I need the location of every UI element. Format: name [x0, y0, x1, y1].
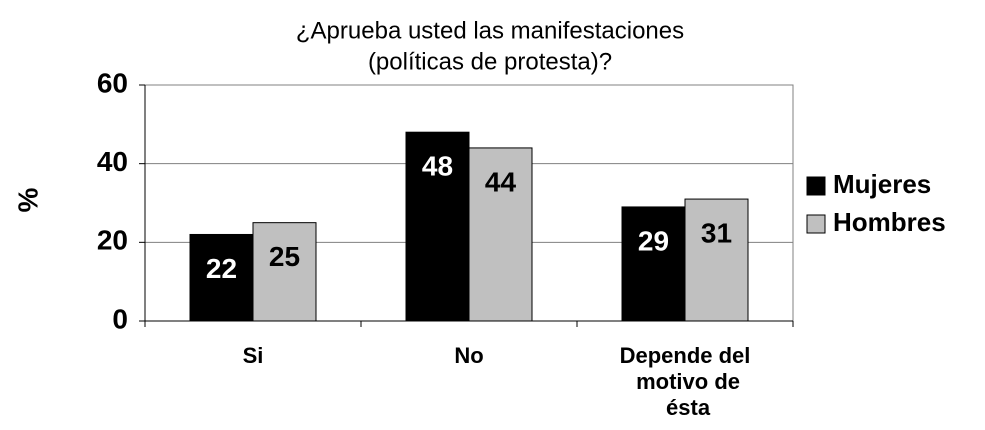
y-tick-label: 60	[97, 67, 128, 98]
legend-label: Hombres	[833, 207, 946, 237]
legend-label: Mujeres	[833, 169, 931, 199]
legend-swatch	[806, 176, 826, 196]
bar	[405, 131, 470, 322]
value-label: 22	[206, 253, 237, 284]
y-tick-label: 40	[97, 146, 128, 177]
x-tick-label: Si	[243, 343, 264, 368]
x-tick-label: Depende del motivo de ésta	[620, 343, 751, 420]
x-tick-label: No	[454, 343, 483, 368]
bar	[684, 198, 749, 322]
value-label: 29	[638, 225, 669, 256]
bar	[252, 222, 317, 322]
value-label: 48	[422, 151, 453, 182]
chart-title: ¿Aprueba usted las manifestaciones	[296, 17, 684, 44]
bar	[621, 206, 686, 322]
value-label: 44	[485, 166, 517, 197]
value-label: 31	[701, 217, 732, 248]
bar	[189, 233, 254, 322]
y-tick-label: 0	[112, 303, 128, 334]
y-tick-label: 20	[97, 225, 128, 256]
y-axis-label: %	[12, 187, 43, 212]
value-label: 25	[269, 241, 300, 272]
bar	[468, 147, 533, 322]
legend-swatch	[806, 214, 826, 234]
chart-title: (políticas de protesta)?	[368, 48, 612, 75]
